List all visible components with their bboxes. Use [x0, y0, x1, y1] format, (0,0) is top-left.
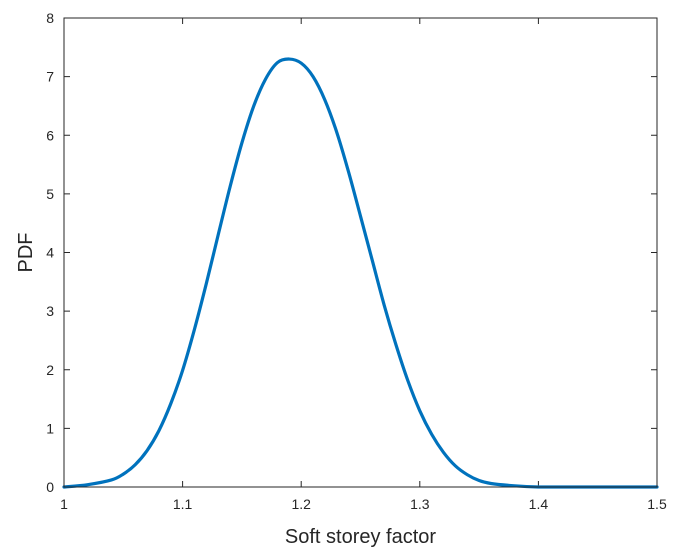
x-tick-label: 1.1 [173, 496, 193, 512]
x-tick-label: 1.2 [291, 496, 311, 512]
x-tick-label: 1.3 [410, 496, 430, 512]
x-tick-label: 1.4 [529, 496, 549, 512]
x-axis-label: Soft storey factor [285, 526, 437, 548]
y-tick-label: 2 [46, 362, 54, 378]
y-axis-label: PDF [15, 233, 37, 273]
y-tick-label: 3 [46, 303, 54, 319]
y-tick-label: 4 [46, 245, 54, 261]
x-tick-label: 1.5 [647, 496, 667, 512]
y-tick-label: 5 [46, 186, 54, 202]
y-tick-label: 1 [46, 420, 54, 436]
series-line [62, 57, 659, 489]
y-tick-label: 0 [46, 479, 54, 495]
axes-box [63, 17, 658, 488]
y-tick-label: 7 [46, 69, 54, 85]
y-tick-label: 8 [46, 10, 54, 26]
y-tick-label: 6 [46, 127, 54, 143]
x-tick-label: 1 [60, 496, 68, 512]
series-layer [62, 57, 659, 489]
